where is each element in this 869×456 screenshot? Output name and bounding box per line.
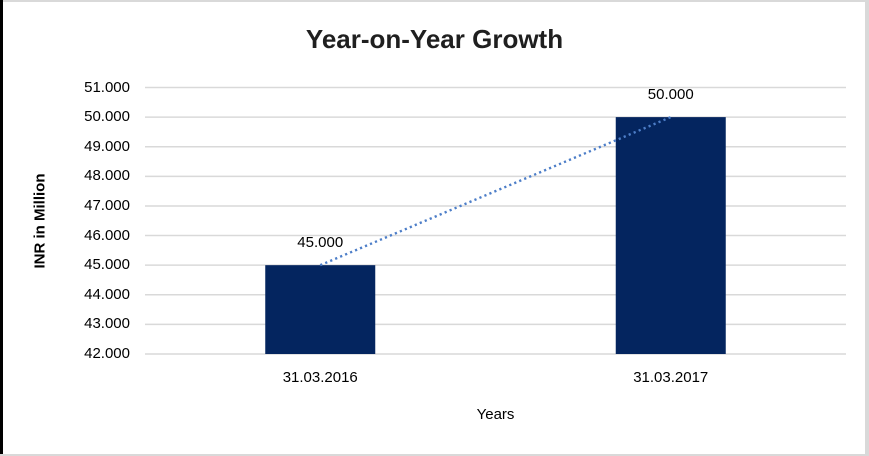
y-tick-label: 46.000: [84, 226, 130, 244]
chart-frame-left: [0, 0, 3, 456]
chart-frame-right: [865, 0, 869, 456]
chart-frame-bottom: [0, 454, 869, 456]
y-tick-label: 48.000: [84, 167, 130, 185]
y-tick-label: 50.000: [84, 108, 130, 126]
data-label: 50.000: [647, 86, 694, 104]
chart-title: Year-on-Year Growth: [305, 24, 564, 54]
y-tick-label: 47.000: [84, 196, 130, 214]
y-tick-label: 44.000: [84, 285, 130, 303]
y-tick-label: 45.000: [84, 256, 130, 274]
x-axis-title: Years: [476, 406, 515, 423]
y-tick-label: 49.000: [84, 137, 130, 155]
category-label: 31.03.2016: [282, 369, 358, 386]
y-tick-label: 43.000: [84, 315, 130, 333]
y-tick-label: 51.000: [84, 78, 130, 96]
y-tick-label: 42.000: [84, 345, 130, 362]
category-label: 31.03.2017: [633, 369, 709, 386]
bar: [615, 117, 726, 354]
chart-frame-top: [0, 0, 869, 2]
bar: [265, 265, 376, 354]
data-label: 45.000: [297, 234, 344, 252]
y-axis-title: INR in Million: [31, 173, 49, 269]
trendline: [319, 116, 672, 267]
